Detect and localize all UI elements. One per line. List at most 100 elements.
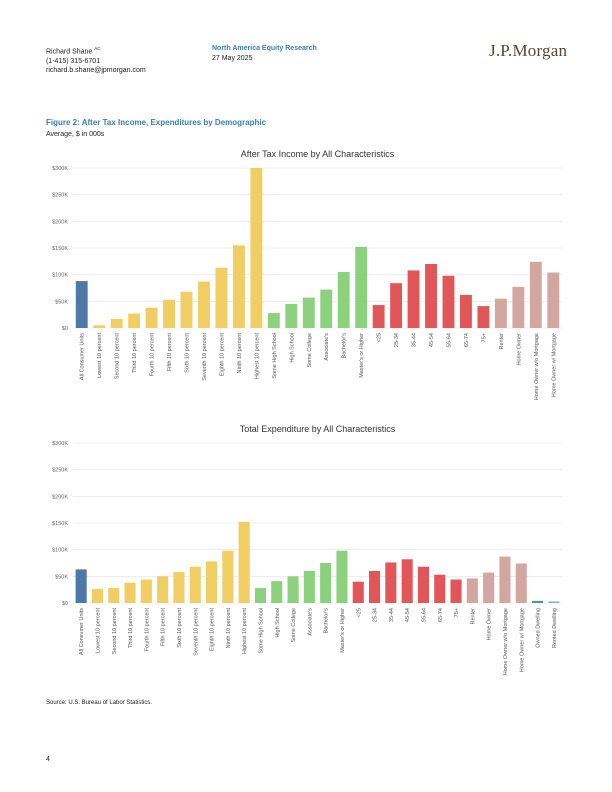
bar: [417, 566, 429, 603]
bar: [320, 289, 333, 328]
x-tick-label: Second 10 percent: [115, 333, 121, 380]
x-tick-label: Bachelor's: [342, 333, 348, 359]
bar: [407, 270, 420, 328]
x-tick-label: Bachelor's: [324, 608, 330, 634]
x-tick-label: All Consumer Units: [79, 608, 85, 655]
x-tick-label: Third 10 percent: [132, 333, 138, 374]
bar: [254, 588, 266, 603]
bar: [320, 563, 332, 603]
chart-title: After Tax Income by All Characteristics: [241, 149, 395, 159]
bar: [206, 561, 218, 603]
bar: [337, 272, 350, 328]
x-tick-label: Renter: [470, 608, 476, 625]
bar: [494, 298, 507, 328]
bar: [93, 325, 106, 328]
source-note: Source: U.S. Bureau of Labor Statistics.: [46, 700, 153, 706]
y-tick-label: $100K: [52, 548, 68, 554]
bar: [372, 305, 385, 328]
x-tick-label: Master's or Higher: [359, 333, 365, 378]
bar: [180, 291, 193, 328]
figure-subtitle: Average, $ in 000s: [46, 131, 105, 138]
x-tick-label: 55-64: [421, 608, 427, 622]
bar: [450, 579, 462, 603]
x-tick-label: Eighth 10 percent: [219, 333, 225, 377]
x-tick-label: Home Owner: [487, 608, 493, 641]
y-tick-label: $150K: [52, 521, 68, 527]
y-tick-label: $150K: [52, 246, 68, 252]
y-tick-label: $200K: [52, 219, 68, 225]
x-tick-label: Eighth 10 percent: [210, 608, 216, 652]
bar: [425, 264, 437, 328]
x-tick-label: Master's or Higher: [340, 608, 346, 653]
bar: [250, 168, 263, 328]
x-tick-label: Second 10 percent: [112, 608, 118, 655]
x-tick-label: Some High School: [258, 608, 264, 654]
bar: [75, 281, 88, 328]
x-tick-label: High School: [289, 333, 295, 363]
y-tick-label: $50K: [55, 299, 68, 305]
y-tick-label: $200K: [52, 494, 68, 500]
y-tick-label: $0: [62, 326, 68, 332]
bar: [163, 299, 175, 328]
bar: [466, 578, 478, 603]
bar: [287, 576, 299, 603]
x-tick-label: Highest 10 percent: [242, 608, 248, 655]
bar: [532, 600, 544, 603]
x-tick-label: 25-34: [394, 333, 400, 347]
bar: [232, 245, 245, 328]
x-tick-label: High School: [275, 608, 281, 638]
x-tick-label: Sixth 10 percent: [177, 608, 183, 648]
total-expenditure-chart: Total Expenditure by All Characteristics…: [52, 424, 562, 675]
analyst-credentials: AC: [94, 46, 101, 51]
x-tick-label: 35-44: [389, 608, 395, 622]
x-tick-label: All Consumer Units: [80, 333, 86, 380]
x-tick-label: Fourth 10 percent: [144, 608, 150, 652]
bar: [215, 267, 228, 328]
x-tick-label: Home Owner w/o Mortgage: [534, 333, 540, 400]
bar: [336, 550, 348, 603]
x-tick-label: Associate's: [324, 333, 330, 361]
x-tick-label: 45-54: [405, 608, 411, 622]
x-tick-label: Seventh 10 percent: [202, 333, 208, 381]
bar: [189, 566, 201, 603]
bar: [499, 556, 511, 603]
x-tick-label: Lowest 10 percent: [97, 333, 103, 378]
bar: [477, 306, 490, 328]
y-tick-label: $250K: [52, 468, 68, 474]
bar: [442, 275, 455, 328]
bar: [140, 579, 152, 603]
bar: [271, 581, 283, 603]
page-number: 4: [46, 756, 50, 763]
bar: [529, 261, 542, 328]
bar: [285, 304, 298, 328]
y-tick-label: $0: [62, 601, 68, 607]
x-tick-label: Fifth 10 percent: [161, 608, 167, 647]
y-tick-label: $100K: [52, 273, 68, 279]
bar: [434, 574, 446, 603]
bar: [515, 563, 527, 603]
x-tick-label: 25-34: [373, 608, 379, 622]
x-tick-label: 55-64: [446, 333, 452, 347]
x-tick-label: <25: [377, 333, 383, 342]
y-tick-label: $300K: [52, 441, 68, 447]
x-tick-label: 45-54: [429, 333, 435, 347]
x-tick-label: Fifth 10 percent: [167, 333, 173, 372]
bar: [91, 589, 103, 603]
chart-title: Total Expenditure by All Characteristics: [240, 424, 396, 434]
analyst-email[interactable]: richard.b.shane@jpmorgan.com: [46, 67, 146, 75]
x-tick-label: Owned Dwelling: [536, 608, 542, 648]
bar: [124, 582, 136, 603]
bar: [267, 313, 280, 328]
x-tick-label: Fourth 10 percent: [150, 333, 156, 377]
x-tick-label: Seventh 10 percent: [193, 608, 199, 656]
bar: [198, 281, 210, 328]
x-tick-label: Highest 10 percent: [254, 333, 260, 380]
jpmorgan-logo: J.P.Morgan: [489, 41, 568, 60]
analyst-contact: Richard Shane AC (1-415) 315-6701 richar…: [46, 44, 146, 76]
bar: [157, 576, 169, 603]
x-tick-label: Home Owner w/ Mortgage: [551, 333, 557, 397]
x-tick-label: Sixth 10 percent: [185, 333, 191, 373]
x-tick-label: Some College: [307, 333, 313, 368]
x-tick-label: Some High School: [272, 333, 278, 379]
x-tick-label: 65-74: [438, 608, 444, 622]
